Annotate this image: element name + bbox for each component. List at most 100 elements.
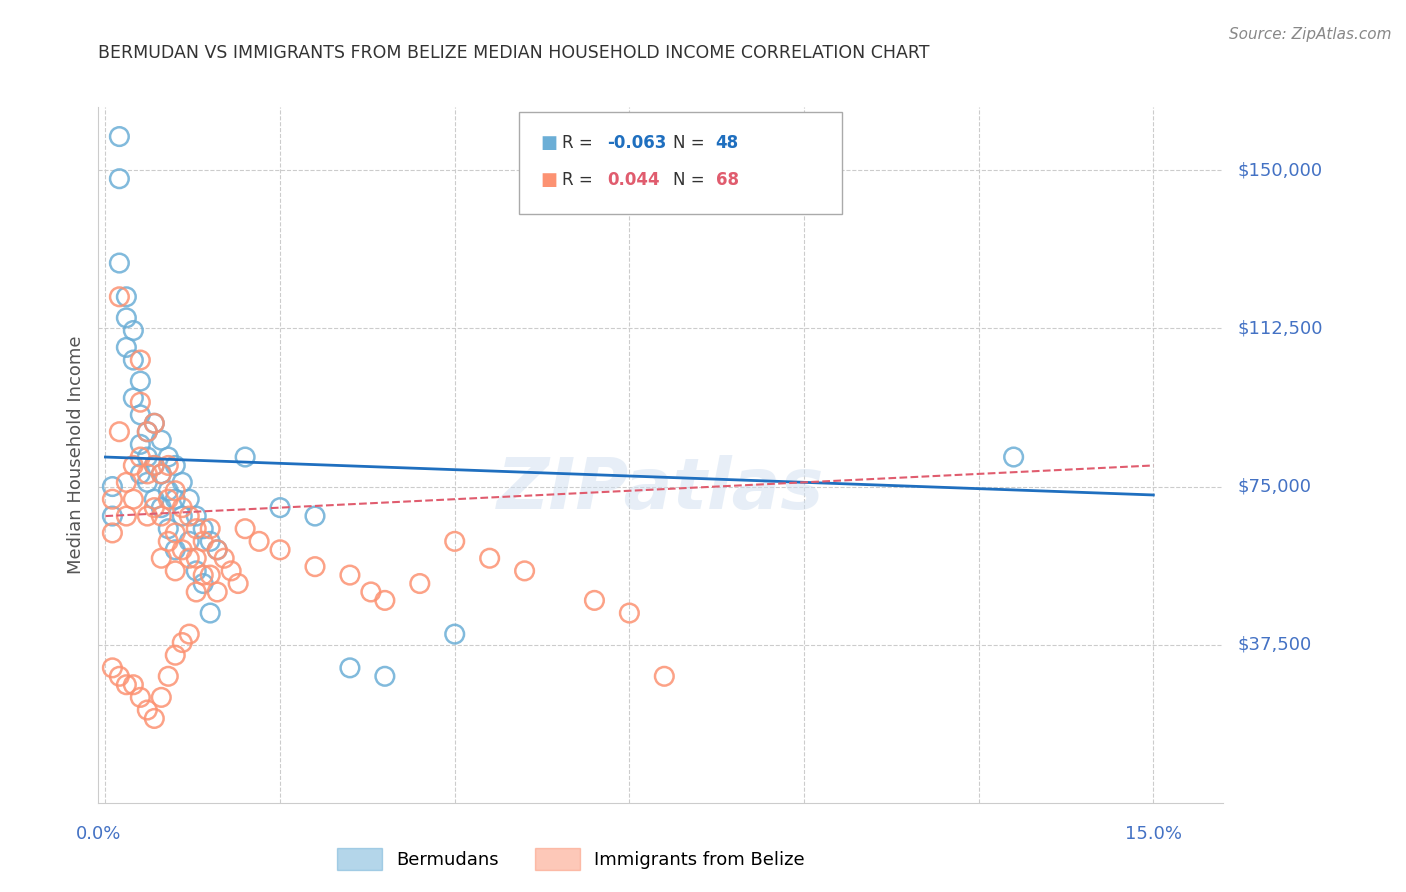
Point bbox=[115, 678, 138, 692]
Point bbox=[101, 479, 124, 493]
Y-axis label: Median Household Income: Median Household Income bbox=[66, 335, 84, 574]
Point bbox=[122, 324, 145, 338]
Point bbox=[339, 661, 361, 675]
Point bbox=[200, 606, 222, 620]
Point bbox=[115, 310, 138, 325]
Point bbox=[233, 450, 256, 464]
Text: $75,000: $75,000 bbox=[1237, 477, 1312, 496]
Point bbox=[205, 542, 228, 557]
Point bbox=[101, 492, 124, 507]
Text: R =: R = bbox=[562, 134, 599, 152]
Text: ■: ■ bbox=[540, 134, 557, 152]
Point bbox=[143, 458, 166, 473]
Point bbox=[115, 340, 138, 354]
Point bbox=[172, 509, 194, 524]
Point bbox=[136, 475, 159, 490]
Point bbox=[143, 711, 166, 725]
Text: BERMUDAN VS IMMIGRANTS FROM BELIZE MEDIAN HOUSEHOLD INCOME CORRELATION CHART: BERMUDAN VS IMMIGRANTS FROM BELIZE MEDIA… bbox=[98, 45, 929, 62]
Point bbox=[122, 492, 145, 507]
Point bbox=[150, 433, 173, 447]
Text: 0.044: 0.044 bbox=[607, 171, 659, 189]
Text: Source: ZipAtlas.com: Source: ZipAtlas.com bbox=[1229, 27, 1392, 42]
Point bbox=[129, 374, 152, 388]
Point bbox=[150, 690, 173, 705]
Point bbox=[108, 129, 131, 144]
Point bbox=[193, 522, 215, 536]
Point bbox=[193, 568, 215, 582]
Point bbox=[150, 467, 173, 481]
Point bbox=[129, 395, 152, 409]
Point bbox=[186, 585, 208, 599]
Point bbox=[205, 585, 228, 599]
Point bbox=[172, 542, 194, 557]
Point bbox=[443, 534, 465, 549]
Point bbox=[179, 534, 201, 549]
Point bbox=[143, 458, 166, 473]
Point bbox=[186, 509, 208, 524]
Point bbox=[165, 492, 187, 507]
Point bbox=[165, 483, 187, 498]
Text: N =: N = bbox=[673, 134, 710, 152]
Point bbox=[108, 669, 131, 683]
Point bbox=[652, 669, 675, 683]
Text: ■: ■ bbox=[540, 171, 557, 189]
Point bbox=[157, 492, 180, 507]
Text: ZIPatlas: ZIPatlas bbox=[498, 455, 824, 524]
Point bbox=[233, 522, 256, 536]
Point bbox=[150, 500, 173, 515]
Point bbox=[136, 509, 159, 524]
Point bbox=[108, 256, 131, 270]
Point bbox=[115, 509, 138, 524]
Point bbox=[150, 509, 173, 524]
Point bbox=[179, 509, 201, 524]
Point bbox=[443, 627, 465, 641]
Point bbox=[179, 551, 201, 566]
Point bbox=[101, 661, 124, 675]
Point bbox=[122, 353, 145, 368]
Text: $112,500: $112,500 bbox=[1237, 319, 1323, 337]
Point bbox=[136, 450, 159, 464]
Point bbox=[200, 522, 222, 536]
Point bbox=[186, 551, 208, 566]
Point bbox=[157, 483, 180, 498]
Point bbox=[165, 648, 187, 663]
Text: 48: 48 bbox=[716, 134, 738, 152]
Text: 0.0%: 0.0% bbox=[76, 825, 121, 843]
Point bbox=[179, 627, 201, 641]
Point bbox=[583, 593, 606, 607]
Point bbox=[157, 450, 180, 464]
Point bbox=[157, 522, 180, 536]
Point bbox=[136, 425, 159, 439]
Point bbox=[172, 500, 194, 515]
Point bbox=[143, 417, 166, 431]
Point bbox=[513, 564, 536, 578]
Point bbox=[269, 542, 291, 557]
Point bbox=[179, 492, 201, 507]
Point bbox=[226, 576, 249, 591]
Text: -0.063: -0.063 bbox=[607, 134, 666, 152]
Point bbox=[478, 551, 501, 566]
Text: R =: R = bbox=[562, 171, 603, 189]
Text: 68: 68 bbox=[716, 171, 738, 189]
Point bbox=[108, 290, 131, 304]
Point bbox=[101, 509, 124, 524]
Point bbox=[374, 669, 396, 683]
Point bbox=[122, 678, 145, 692]
Point bbox=[129, 437, 152, 451]
Text: 15.0%: 15.0% bbox=[1125, 825, 1182, 843]
Point bbox=[150, 467, 173, 481]
Point bbox=[108, 425, 131, 439]
Point bbox=[200, 534, 222, 549]
Point bbox=[360, 585, 382, 599]
Point bbox=[205, 542, 228, 557]
Point bbox=[619, 606, 641, 620]
Point bbox=[136, 467, 159, 481]
Point bbox=[165, 542, 187, 557]
Point bbox=[172, 635, 194, 649]
Point bbox=[136, 703, 159, 717]
Point bbox=[108, 171, 131, 186]
Point bbox=[172, 475, 194, 490]
Point bbox=[122, 391, 145, 405]
Point bbox=[1002, 450, 1025, 464]
Point bbox=[129, 450, 152, 464]
